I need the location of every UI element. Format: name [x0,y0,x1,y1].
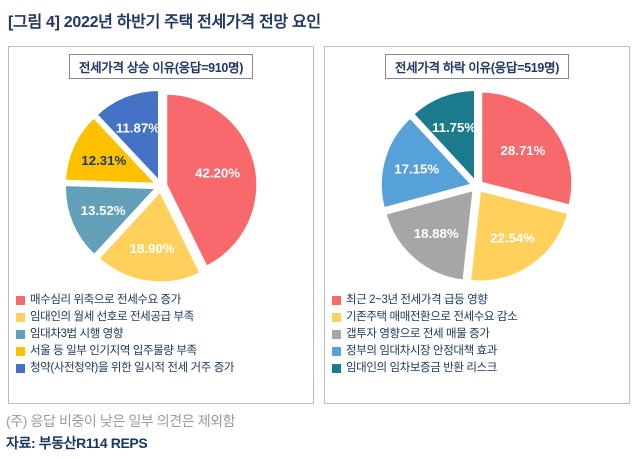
charts-row: 전세가격 상승 이유(응답=910명) 42.20% 18.90% 13.52% 12… [8,46,630,404]
pie-wrap-fall: 28.71% 22.54% 18.88% 17.15% 11.75% [332,80,622,292]
slice-value-label: 22.54% [490,230,535,245]
legend-item: 임대인의 월세 선호로 전세공급 부족 [16,309,306,326]
legend-item: 임대인의 임차보증금 반환 리스크 [332,360,622,377]
legend-swatch [16,364,25,373]
legend-label: 임대인의 월세 선호로 전세공급 부족 [30,311,194,323]
legend-item: 서울 등 일부 인기지역 입주물량 부족 [16,343,306,360]
legend-label: 갭투자 영향으로 전세 매물 증가 [346,328,490,340]
pie-slice [411,88,477,184]
legend-swatch [16,330,25,339]
pie-wrap-rise: 42.20% 18.90% 13.52% 12.31% 11.87% [16,80,306,292]
pie-slice [480,90,574,207]
legend-item: 정부의 임대차시장 안정대책 효과 [332,343,622,360]
legend-label: 임대차3법 시행 영향 [30,328,124,340]
slice-value-label: 18.88% [414,226,459,241]
legend-label: 청약(사전청약)을 위한 일시적 전세 거주 증가 [30,362,235,374]
pie-slice [97,189,202,284]
slice-value-label: 28.71% [501,143,546,158]
pie-slice [165,92,259,268]
legend-swatch [16,347,25,356]
slice-value-label: 18.90% [130,241,175,256]
legend-item: 최근 2~3년 전세가격 급등 영향 [332,292,622,309]
slice-value-label: 11.87% [116,120,160,135]
slice-value-label: 12.31% [81,153,126,168]
legend-swatch [332,364,341,373]
legend-swatch [332,347,341,356]
slice-value-label: 11.75% [432,120,476,135]
chart-title-fall: 전세가격 하락 이유(응답=519명) [384,54,570,79]
legend-item: 청약(사전청약)을 위한 일시적 전세 거주 증가 [16,360,306,377]
pie-chart-fall: 28.71% 22.54% 18.88% 17.15% 11.75% [379,88,574,283]
legend-label: 매수심리 위축으로 전세수요 증가 [30,294,181,306]
legend-label: 기존주택 매매전환으로 전세수요 감소 [346,311,518,323]
legend-label: 서울 등 일부 인기지역 입주물량 부족 [30,345,197,357]
figure-title: [그림 4] 2022년 하반기 주택 전세가격 전망 요인 [8,14,321,31]
footnote: (주) 응답 비중이 낮은 일부 의견은 제외함 [6,413,236,429]
legend-label: 정부의 임대차시장 안정대책 효과 [346,345,497,357]
legend-item: 기존주택 매매전환으로 전세수요 감소 [332,309,622,326]
legend-swatch [332,330,341,339]
legend-swatch [16,313,25,322]
panel-price-rise: 전세가격 상승 이유(응답=910명) 42.20% 18.90% 13.52% 12… [8,46,314,404]
pie-slice [379,116,474,210]
source-text: 자료: 부동산R114 REPS [6,435,148,451]
legend-item: 임대차3법 시행 영향 [16,326,306,343]
legend-swatch [332,296,341,305]
pie-slice [95,88,161,184]
slice-value-label: 17.15% [394,161,439,176]
pie-slice [63,183,159,257]
slice-value-label: 42.20% [195,165,240,180]
pie-chart-rise: 42.20% 18.90% 13.52% 12.31% 11.87% [63,88,259,284]
legend-item: 매수심리 위축으로 전세수요 증가 [16,292,306,309]
legend-swatch [16,296,25,305]
legend-swatch [332,313,341,322]
pie-slice [384,188,475,282]
legend-item: 갭투자 영향으로 전세 매물 증가 [332,326,622,343]
legend-label: 임대인의 임차보증금 반환 리스크 [346,362,497,374]
legend-label: 최근 2~3년 전세가격 급등 영향 [346,294,488,306]
panel-price-fall: 전세가격 하락 이유(응답=519명) 28.71% 22.54% 18.88% 17… [324,46,630,404]
pie-slice [63,115,159,185]
pie-slice [468,189,570,283]
chart-title-rise: 전세가격 상승 이유(응답=910명) [68,54,254,79]
slice-value-label: 13.52% [81,203,126,218]
